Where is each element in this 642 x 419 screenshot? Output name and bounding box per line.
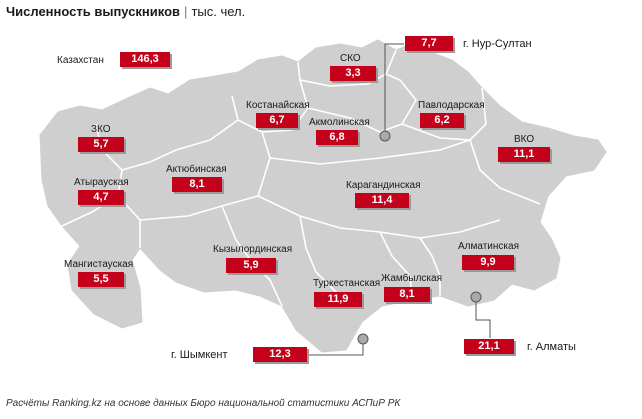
region-label-pavlodar: Павлодарская	[418, 100, 485, 111]
national-value: 146,3	[120, 52, 170, 67]
title-main: Численность выпускников	[6, 4, 181, 19]
region-value-karaganda: 11,4	[355, 193, 409, 208]
region-label-kostanay: Костанайская	[246, 100, 310, 111]
region-label-zhambyl: Жамбылская	[381, 273, 442, 284]
country-outline	[39, 39, 607, 353]
region-value-almaty-region: 9,9	[462, 255, 514, 270]
city-label-nursultan: г. Нур-Султан	[463, 38, 532, 50]
region-label-zko: ЗКО	[91, 124, 111, 135]
region-value-atyrau: 4,7	[78, 190, 124, 205]
region-value-vko: 11,1	[498, 147, 550, 162]
region-label-akmola: Акмолинская	[309, 117, 370, 128]
city-value-shymkent: 12,3	[253, 347, 307, 362]
city-value-nursultan: 7,7	[405, 36, 453, 51]
region-value-kostanay: 6,7	[256, 113, 298, 128]
region-value-zko: 5,7	[78, 137, 124, 152]
region-value-akmola: 6,8	[316, 130, 358, 145]
region-label-mangystau: Мангистауская	[64, 259, 134, 270]
city-leader-lines	[308, 43, 491, 356]
region-label-vko: ВКО	[514, 134, 535, 145]
title-unit: тыс. чел.	[191, 4, 246, 19]
city-value-almaty: 21,1	[464, 339, 514, 354]
title-separator: |	[184, 4, 188, 19]
region-label-sko: СКО	[340, 53, 361, 64]
region-label-aktobe: Актюбинская	[166, 164, 227, 175]
region-label-karaganda: Карагандинская	[346, 180, 421, 191]
nursultan-marker	[379, 130, 391, 142]
region-value-zhambyl: 8,1	[384, 287, 430, 302]
region-label-atyrau: Атырауская	[74, 177, 129, 188]
national-label: Казахстан	[57, 55, 104, 66]
region-label-turkestan: Туркестанская	[313, 278, 381, 289]
region-value-mangystau: 5,5	[78, 272, 124, 287]
almaty-marker	[470, 291, 482, 303]
region-value-kyzylorda: 5,9	[226, 258, 276, 273]
region-value-aktobe: 8,1	[172, 177, 222, 192]
shymkent-marker	[357, 333, 369, 345]
region-label-almaty-region: Алматинская	[458, 241, 519, 252]
region-value-turkestan: 11,9	[314, 292, 362, 307]
city-markers	[357, 130, 482, 345]
region-value-sko: 3,3	[330, 66, 376, 81]
region-value-pavlodar: 6,2	[420, 113, 464, 128]
city-label-shymkent: г. Шымкент	[171, 349, 228, 361]
city-label-almaty: г. Алматы	[527, 341, 576, 353]
chart-title: Численность выпускников | тыс. чел.	[6, 4, 245, 19]
source-footnote: Расчёты Ranking.kz на основе данных Бюро…	[6, 398, 401, 409]
region-label-kyzylorda: Кызылординская	[213, 244, 293, 255]
